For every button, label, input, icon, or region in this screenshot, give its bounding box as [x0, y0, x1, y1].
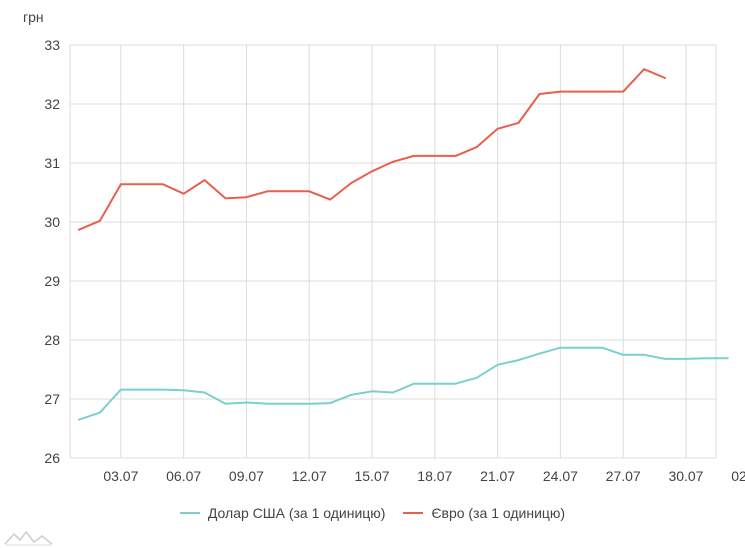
data-point-eur[interactable]	[308, 190, 311, 193]
y-tick-label: 31	[44, 155, 60, 171]
data-point-eur[interactable]	[434, 155, 436, 157]
y-tick-label: 30	[44, 214, 60, 230]
data-point-eur[interactable]	[203, 179, 206, 181]
x-tick-label: 21.07	[480, 468, 515, 484]
legend-item-usd[interactable]: Долар США (за 1 одиницю)	[179, 505, 386, 521]
data-point-usd[interactable]	[643, 353, 645, 356]
data-point-usd[interactable]	[622, 353, 624, 356]
x-tick-label: 27.07	[606, 468, 641, 484]
x-tick-label: 12.07	[292, 468, 327, 484]
data-point-eur[interactable]	[329, 198, 331, 201]
data-point-eur[interactable]	[140, 183, 143, 186]
data-point-eur[interactable]	[392, 161, 394, 163]
x-tick-label: 03.07	[103, 468, 138, 484]
y-tick-label: 27	[44, 391, 60, 407]
data-point-usd[interactable]	[392, 391, 394, 394]
data-point-usd[interactable]	[685, 358, 687, 360]
gridlines	[69, 44, 717, 459]
data-point-usd[interactable]	[224, 402, 227, 405]
data-point-eur[interactable]	[287, 190, 290, 193]
series-line-usd	[78, 346, 729, 421]
data-point-usd[interactable]	[140, 388, 143, 391]
legend-item-eur[interactable]: Євро (за 1 одиницю)	[403, 505, 565, 521]
y-axis: 26 27 28 29 30 31 32 33	[44, 37, 60, 466]
y-tick-label: 28	[44, 332, 60, 348]
data-point-eur[interactable]	[601, 90, 604, 93]
data-point-usd[interactable]	[454, 382, 457, 385]
x-tick-label: 24.07	[543, 468, 578, 484]
data-point-eur[interactable]	[643, 68, 645, 70]
data-point-eur[interactable]	[538, 93, 541, 95]
data-point-usd[interactable]	[266, 402, 269, 405]
y-tick-label: 32	[44, 96, 60, 112]
y-tick-label: 29	[44, 273, 60, 289]
legend: Долар США (за 1 одиницю) Євро (за 1 один…	[0, 505, 745, 521]
data-point-eur[interactable]	[622, 90, 624, 93]
x-axis: 03.07 06.07 09.07 12.07 15.07 18.07 21.07 24.07…	[103, 468, 745, 484]
data-point-eur[interactable]	[454, 155, 457, 157]
data-point-usd[interactable]	[182, 389, 185, 391]
data-point-eur[interactable]	[371, 170, 373, 173]
x-tick-label: 15.07	[354, 468, 389, 484]
data-point-usd[interactable]	[559, 346, 562, 349]
data-point-usd[interactable]	[496, 363, 499, 366]
data-point-eur[interactable]	[664, 77, 666, 79]
data-point-usd[interactable]	[371, 390, 373, 393]
y-tick-label: 26	[44, 450, 60, 466]
logo-icon	[4, 530, 53, 546]
x-tick-label: 02.08	[731, 468, 745, 484]
data-point-eur[interactable]	[182, 192, 185, 195]
data-point-eur[interactable]	[245, 196, 248, 199]
x-tick-label: 18.07	[417, 468, 452, 484]
y-axis-unit-label: грн	[23, 9, 44, 25]
data-point-usd[interactable]	[287, 402, 290, 405]
data-point-eur[interactable]	[350, 182, 352, 184]
data-point-eur[interactable]	[580, 90, 583, 93]
data-point-eur[interactable]	[120, 183, 122, 186]
data-point-usd[interactable]	[601, 346, 604, 349]
x-tick-label: 09.07	[229, 468, 264, 484]
data-point-eur[interactable]	[413, 155, 415, 157]
data-point-usd[interactable]	[120, 388, 122, 391]
x-tick-label: 06.07	[166, 468, 201, 484]
series	[78, 68, 729, 421]
data-point-eur[interactable]	[475, 146, 478, 148]
chart: 26 27 28 29 30 31 32 33 03.07 06.07 09.07 12.07 15.…	[23, 9, 745, 484]
data-point-usd[interactable]	[727, 357, 729, 360]
data-point-eur[interactable]	[224, 197, 227, 200]
data-point-usd[interactable]	[245, 401, 248, 404]
legend-label-usd: Долар США (за 1 одиницю)	[207, 505, 386, 521]
data-point-usd[interactable]	[664, 358, 666, 360]
data-point-usd[interactable]	[350, 394, 352, 396]
data-point-usd[interactable]	[329, 402, 331, 404]
data-point-eur[interactable]	[78, 228, 80, 231]
data-point-eur[interactable]	[496, 127, 499, 130]
data-point-usd[interactable]	[538, 352, 541, 355]
data-point-eur[interactable]	[161, 183, 164, 186]
data-point-eur[interactable]	[266, 190, 269, 193]
data-point-usd[interactable]	[203, 391, 206, 394]
legend-swatch-usd	[179, 512, 200, 514]
data-point-usd[interactable]	[308, 402, 311, 405]
legend-swatch-eur	[403, 512, 424, 514]
legend-label-eur: Євро (за 1 одиницю)	[431, 505, 566, 521]
data-point-usd[interactable]	[99, 411, 101, 414]
data-point-usd[interactable]	[706, 357, 708, 360]
data-point-usd[interactable]	[580, 346, 583, 349]
data-point-usd[interactable]	[475, 376, 478, 379]
data-point-eur[interactable]	[517, 122, 520, 124]
x-tick-label: 30.07	[668, 468, 703, 484]
data-point-usd[interactable]	[517, 359, 520, 361]
data-point-usd[interactable]	[78, 418, 80, 421]
data-point-usd[interactable]	[161, 388, 164, 391]
data-point-usd[interactable]	[413, 382, 415, 385]
data-point-eur[interactable]	[99, 220, 101, 222]
data-point-eur[interactable]	[559, 90, 562, 93]
data-point-usd[interactable]	[434, 382, 436, 385]
y-tick-label: 33	[44, 37, 60, 53]
